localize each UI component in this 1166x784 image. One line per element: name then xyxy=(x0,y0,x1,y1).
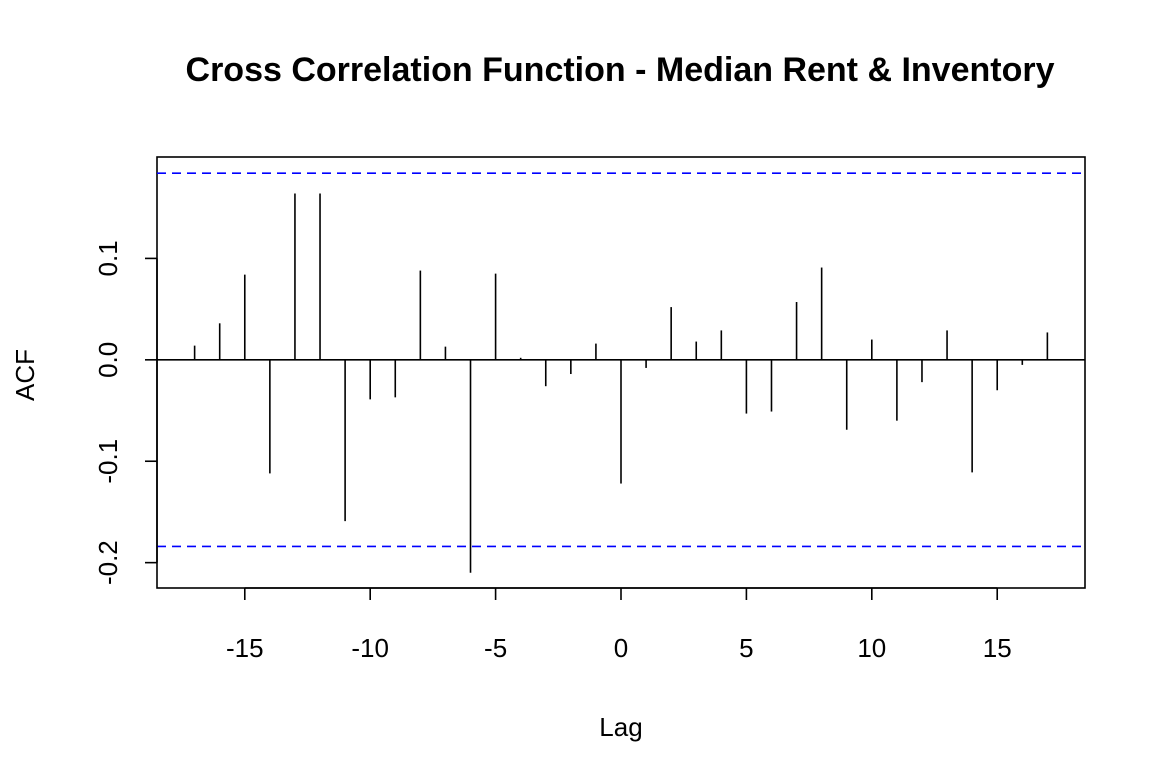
y-tick-label: 0.1 xyxy=(93,240,123,276)
x-tick-label: 0 xyxy=(614,633,628,663)
x-axis-label: Lag xyxy=(599,712,642,742)
chart-title: Cross Correlation Function - Median Rent… xyxy=(186,51,1055,89)
x-tick-label: 5 xyxy=(739,633,753,663)
y-axis-label: ACF xyxy=(10,349,40,401)
x-tick-label: -5 xyxy=(484,633,507,663)
y-tick-label: -0.2 xyxy=(93,540,123,585)
y-tick-label: 0.0 xyxy=(93,342,123,378)
x-tick-label: 15 xyxy=(983,633,1012,663)
x-tick-label: -15 xyxy=(226,633,264,663)
x-tick-label: 10 xyxy=(857,633,886,663)
x-tick-label: -10 xyxy=(351,633,389,663)
y-tick-label: -0.1 xyxy=(93,439,123,484)
